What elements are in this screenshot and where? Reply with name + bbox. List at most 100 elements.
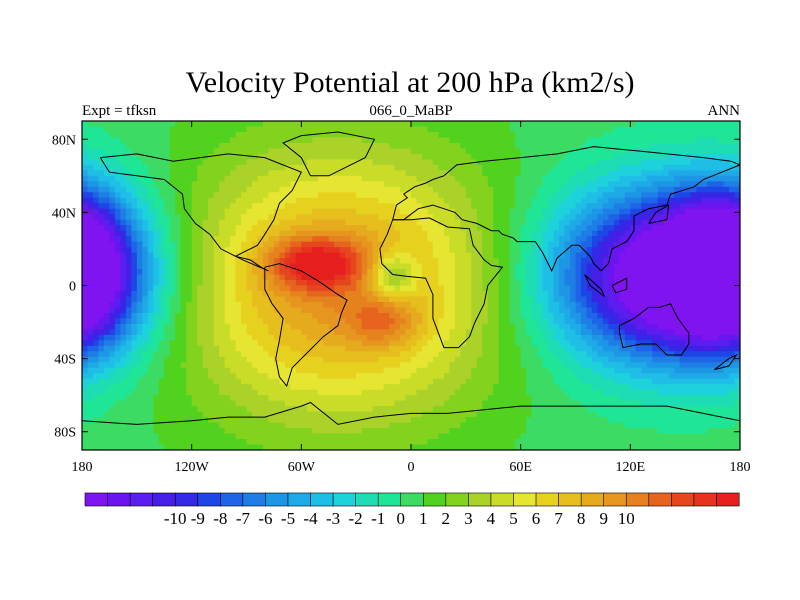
field-cell xyxy=(208,241,215,248)
field-cell xyxy=(531,301,538,309)
field-cell xyxy=(657,247,664,254)
field-cell xyxy=(537,219,544,226)
field-cell xyxy=(487,192,494,199)
field-cell xyxy=(509,170,516,177)
field-cell xyxy=(570,148,577,155)
field-cell xyxy=(498,197,505,204)
field-cell xyxy=(520,301,527,309)
field-cell xyxy=(367,164,374,171)
field-cell xyxy=(98,285,105,292)
field-cell xyxy=(235,258,242,265)
field-cell xyxy=(597,192,604,199)
field-cell xyxy=(356,290,363,298)
field-cell xyxy=(169,340,176,347)
field-cell xyxy=(454,181,461,188)
field-cell xyxy=(591,285,599,292)
field-cell xyxy=(416,159,423,166)
field-cell xyxy=(471,307,478,314)
field-cell xyxy=(339,208,346,215)
field-cell xyxy=(531,334,538,341)
field-cell xyxy=(92,126,100,133)
field-cell xyxy=(131,148,138,155)
field-cell xyxy=(120,208,127,215)
field-cell xyxy=(471,269,478,276)
field-cell xyxy=(235,170,242,177)
field-cell xyxy=(630,170,637,177)
field-cell xyxy=(219,175,226,182)
field-cell xyxy=(421,159,429,166)
field-cell xyxy=(591,252,599,259)
field-cell xyxy=(630,225,637,232)
field-cell xyxy=(619,170,626,177)
field-cell xyxy=(208,334,215,341)
field-cell xyxy=(553,252,560,259)
field-cell xyxy=(262,225,270,232)
field-cell xyxy=(262,197,270,204)
field-cell xyxy=(668,148,675,155)
field-cell xyxy=(553,192,560,199)
field-cell xyxy=(712,142,719,150)
field-cell xyxy=(624,203,631,210)
field-cell xyxy=(345,269,352,276)
field-cell xyxy=(476,301,483,309)
field-cell xyxy=(493,131,500,139)
field-cell xyxy=(164,142,171,150)
field-cell xyxy=(103,175,111,182)
field-cell xyxy=(471,340,478,347)
field-cell xyxy=(114,247,121,254)
field-cell xyxy=(668,121,675,128)
field-cell xyxy=(405,285,412,292)
field-cell xyxy=(356,280,363,287)
field-cell xyxy=(729,258,736,265)
field-cell xyxy=(570,126,577,133)
field-cell xyxy=(213,252,220,259)
field-cell xyxy=(147,258,154,265)
field-cell xyxy=(312,126,319,133)
field-cell xyxy=(339,312,346,319)
field-cell xyxy=(175,345,182,352)
field-cell xyxy=(334,247,341,254)
field-cell xyxy=(729,181,736,188)
field-cell xyxy=(493,159,500,166)
field-cell xyxy=(515,323,522,330)
field-cell xyxy=(624,225,631,232)
field-cell xyxy=(367,263,374,270)
field-cell xyxy=(87,296,94,303)
field-cell xyxy=(367,170,374,177)
field-cell xyxy=(471,137,478,144)
field-cell xyxy=(482,241,489,248)
field-cell xyxy=(328,274,335,281)
field-cell xyxy=(323,203,330,210)
field-cell xyxy=(432,153,440,160)
field-cell xyxy=(180,345,187,352)
field-cell xyxy=(657,307,664,314)
field-cell xyxy=(526,214,533,221)
field-cell xyxy=(290,296,297,303)
field-cell xyxy=(597,148,604,155)
field-cell xyxy=(613,236,620,243)
field-cell xyxy=(729,280,736,287)
field-cell xyxy=(268,285,275,292)
field-cell xyxy=(164,345,171,352)
field-cell xyxy=(295,126,302,133)
field-cell xyxy=(690,186,697,193)
field-cell xyxy=(602,219,609,226)
field-cell xyxy=(674,164,681,171)
field-cell xyxy=(169,230,176,237)
field-cell xyxy=(345,252,352,259)
field-cell xyxy=(564,175,571,182)
field-cell xyxy=(383,203,390,210)
field-cell xyxy=(350,318,357,325)
field-cell xyxy=(82,214,89,221)
field-cell xyxy=(559,192,566,199)
field-cell xyxy=(109,258,116,265)
field-cell xyxy=(158,318,165,325)
field-cell xyxy=(526,225,533,232)
field-cell xyxy=(580,329,588,336)
field-cell xyxy=(284,274,291,281)
field-cell xyxy=(734,214,740,221)
field-cell xyxy=(504,159,511,166)
field-cell xyxy=(241,334,248,341)
field-cell xyxy=(186,285,193,292)
field-cell xyxy=(202,323,209,330)
